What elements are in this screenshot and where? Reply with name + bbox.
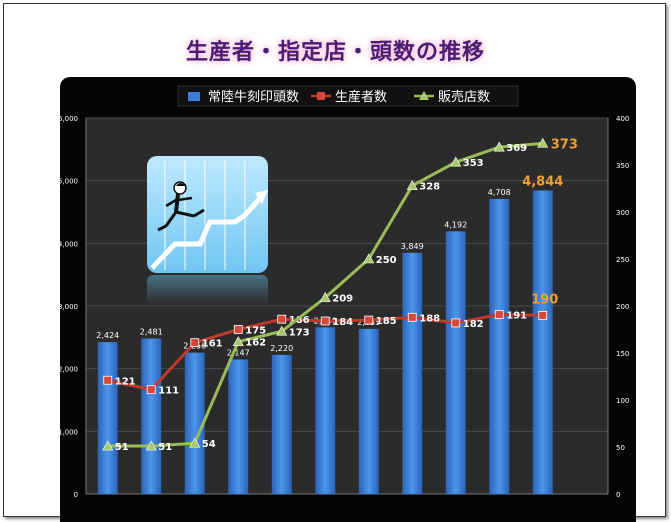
right-tick-label: 150 <box>616 350 629 358</box>
bar-6 <box>315 327 336 494</box>
bar-value-label: 2,424 <box>96 331 119 340</box>
line-value-label: 188 <box>419 313 440 324</box>
bar-value-label: 2,147 <box>227 348 250 357</box>
bar-8 <box>402 252 423 494</box>
bar-5 <box>271 354 292 494</box>
line-value-label: 51 <box>115 442 129 453</box>
green-marker <box>363 253 375 264</box>
line-value-label: 161 <box>202 339 223 350</box>
green-marker <box>232 336 244 347</box>
green-marker <box>450 156 462 167</box>
line-value-label: 184 <box>332 317 353 328</box>
bar-2 <box>141 338 162 494</box>
line-value-label: 328 <box>419 182 440 193</box>
legend-label: 常陸牛刻印頭数 <box>208 89 299 105</box>
bar-7 <box>358 328 379 494</box>
bar-value-label: 4,192 <box>444 220 467 229</box>
line-value-label: 186 <box>289 315 310 326</box>
left-tick-label: 2,000 <box>58 366 78 374</box>
red-marker <box>494 310 504 319</box>
bar-3 <box>184 352 205 494</box>
left-tick-label: 3,000 <box>58 303 78 311</box>
bar-value-label: 4,708 <box>488 188 511 197</box>
line-value-label: 209 <box>332 294 353 305</box>
legend-label: 販売店数 <box>438 89 490 105</box>
red-marker <box>146 385 156 395</box>
legend: 常陸牛刻印頭数 生産者数 販売店数 <box>177 85 519 107</box>
red-marker <box>233 325 243 334</box>
right-tick-label: 400 <box>616 115 629 123</box>
line-value-label: 185 <box>376 316 397 327</box>
runner-illustration <box>147 156 268 305</box>
line-value-label: 175 <box>245 326 266 337</box>
left-tick-label: 4,000 <box>58 240 78 248</box>
bar-series: 2,4242,4812,2562,1472,2202,6602,6353,849… <box>96 174 563 494</box>
left-tick-label: 0 <box>74 491 78 499</box>
right-tick-label: 250 <box>616 256 629 264</box>
left-tick-label: 1,000 <box>58 428 78 436</box>
right-tick-label: 200 <box>616 303 629 311</box>
green-marker <box>406 180 418 190</box>
right-tick-label: 350 <box>616 162 629 170</box>
bar-value-label: 4,844 <box>522 174 563 189</box>
red-marker <box>451 318 461 328</box>
red-marker <box>538 310 548 320</box>
line-value-label: 121 <box>115 376 136 387</box>
line-value-label: 173 <box>289 327 310 338</box>
line-value-label: 190 <box>531 292 558 307</box>
line-series: 121 111 161 175 186 184 185 188 182 191 190 51 51 54 1… <box>102 137 578 453</box>
line-value-label: 182 <box>463 319 484 330</box>
green-marker <box>276 325 288 336</box>
red-marker <box>277 314 287 324</box>
legend-marker-red <box>317 92 325 100</box>
green-marker <box>319 291 331 302</box>
right-axis: 0 50 100 150 200 250 300 350 400 <box>607 115 629 499</box>
line-value-label: 54 <box>202 439 216 450</box>
legend-swatch-bar <box>188 92 200 101</box>
line-value-label: 353 <box>463 158 484 169</box>
red-marker <box>407 312 417 322</box>
red-marker <box>103 375 113 385</box>
left-axis: 0 1,000 2,000 3,000 4,000 5,000 6,000 <box>58 115 608 499</box>
right-tick-label: 0 <box>616 491 620 499</box>
bar-value-label: 2,481 <box>140 328 163 337</box>
line-value-label: 111 <box>158 386 179 397</box>
green-marker <box>189 437 201 448</box>
legend-box <box>177 85 519 107</box>
green-marker <box>537 137 549 148</box>
red-marker <box>320 316 330 326</box>
green-marker <box>102 440 114 451</box>
bar-1 <box>97 342 118 494</box>
bar-value-label: 3,849 <box>401 242 424 251</box>
line-value-label: 250 <box>376 255 397 266</box>
bar-4 <box>228 359 249 494</box>
page-title: 生産者・指定店・頭数の推移 <box>185 40 485 65</box>
line-value-label: 369 <box>506 143 527 154</box>
line-value-label: 373 <box>551 137 578 152</box>
green-marker <box>145 440 157 451</box>
line-value-label: 191 <box>506 310 527 321</box>
line-value-label: 162 <box>245 338 266 349</box>
legend-label: 生産者数 <box>335 89 387 105</box>
right-tick-label: 100 <box>616 397 629 405</box>
left-tick-label: 6,000 <box>58 115 78 123</box>
right-tick-label: 300 <box>616 209 629 217</box>
bar-10 <box>489 198 510 494</box>
left-tick-label: 5,000 <box>58 178 78 186</box>
red-marker <box>190 338 200 348</box>
legend-marker-green <box>419 91 429 100</box>
bar-11 <box>532 190 553 494</box>
bar-value-label: 2,220 <box>270 344 293 353</box>
bar-9 <box>445 231 466 494</box>
right-tick-label: 50 <box>616 444 625 452</box>
line-value-label: 51 <box>158 442 172 453</box>
green-marker <box>493 141 505 152</box>
red-marker <box>364 315 374 325</box>
